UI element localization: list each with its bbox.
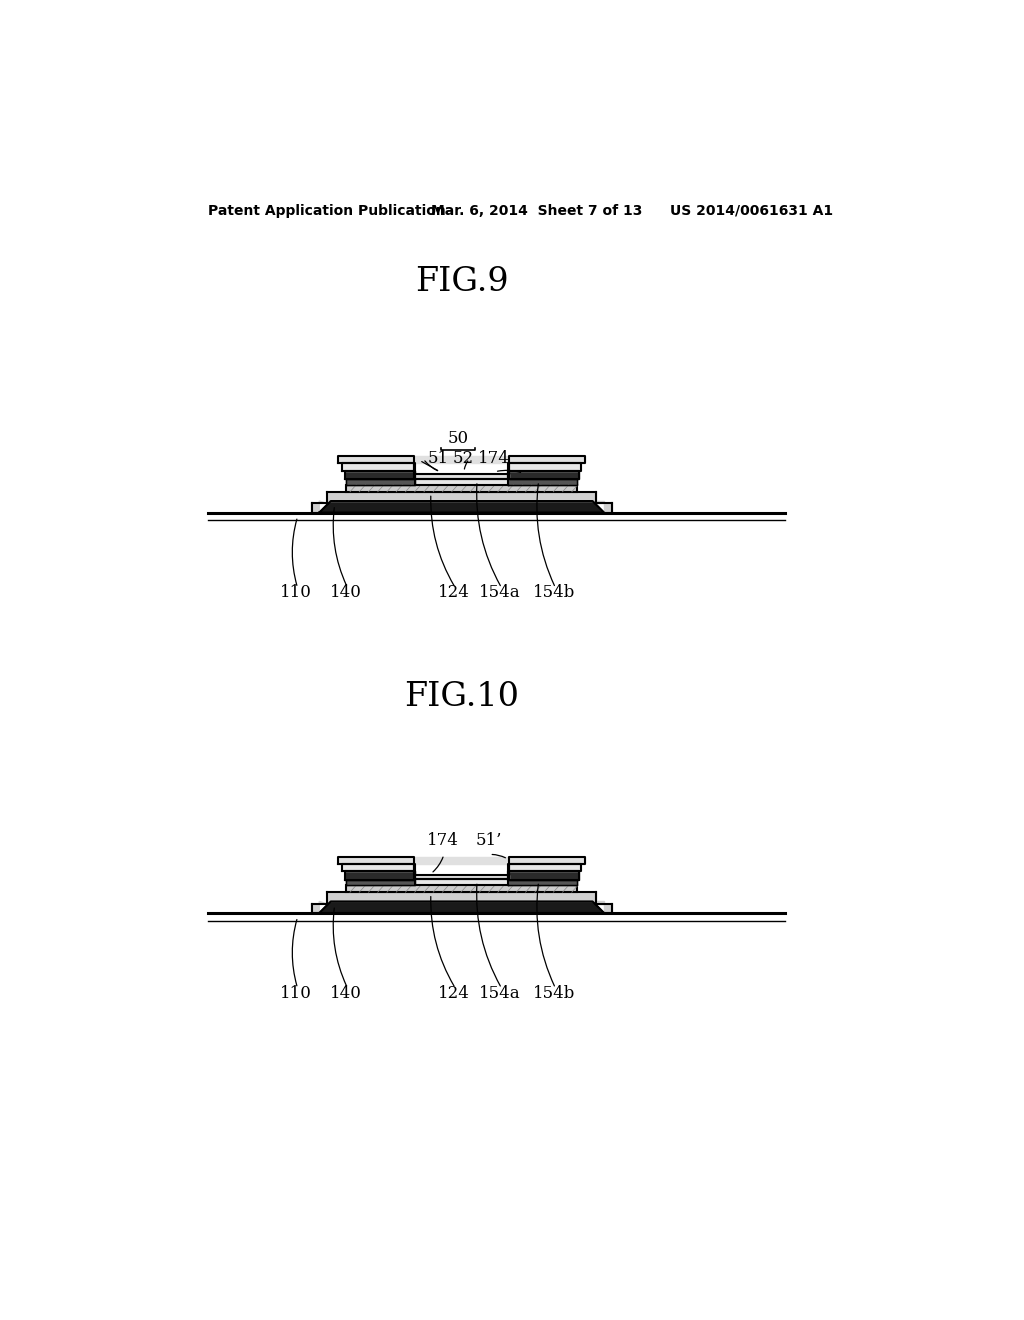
Bar <box>346 484 578 492</box>
Polygon shape <box>508 880 578 886</box>
Polygon shape <box>508 479 578 484</box>
Polygon shape <box>414 875 509 879</box>
Polygon shape <box>342 463 581 484</box>
Text: 50: 50 <box>447 429 468 446</box>
Text: 174: 174 <box>478 450 510 466</box>
Text: 140: 140 <box>330 985 362 1002</box>
Polygon shape <box>596 502 611 512</box>
Polygon shape <box>342 863 581 886</box>
Polygon shape <box>319 902 604 913</box>
Text: 174: 174 <box>426 832 459 849</box>
Text: 124: 124 <box>438 985 470 1002</box>
Polygon shape <box>414 474 509 479</box>
Text: 154b: 154b <box>532 585 575 602</box>
Polygon shape <box>327 892 596 902</box>
Polygon shape <box>508 871 579 880</box>
Polygon shape <box>346 880 416 886</box>
Polygon shape <box>345 471 416 479</box>
Text: 51: 51 <box>428 450 450 466</box>
Polygon shape <box>311 902 327 913</box>
Text: 140: 140 <box>330 585 362 602</box>
Text: 52: 52 <box>453 450 474 466</box>
Text: Patent Application Publication: Patent Application Publication <box>208 203 445 218</box>
Text: 110: 110 <box>281 985 312 1002</box>
Polygon shape <box>508 471 579 479</box>
Text: 124: 124 <box>438 585 470 602</box>
Text: US 2014/0061631 A1: US 2014/0061631 A1 <box>670 203 833 218</box>
Text: 110: 110 <box>281 585 312 602</box>
Polygon shape <box>311 502 327 512</box>
Text: 154b: 154b <box>532 985 575 1002</box>
Polygon shape <box>327 492 596 502</box>
Polygon shape <box>339 857 585 863</box>
Bar <box>346 886 578 892</box>
Text: 154a: 154a <box>479 985 521 1002</box>
Text: Mar. 6, 2014  Sheet 7 of 13: Mar. 6, 2014 Sheet 7 of 13 <box>431 203 642 218</box>
Text: 51’: 51’ <box>475 832 502 849</box>
Polygon shape <box>346 479 416 484</box>
Text: FIG.10: FIG.10 <box>404 681 519 713</box>
Polygon shape <box>339 457 585 463</box>
Polygon shape <box>345 871 416 880</box>
Polygon shape <box>596 902 611 913</box>
Text: FIG.9: FIG.9 <box>415 265 509 297</box>
Polygon shape <box>319 502 604 512</box>
Text: 154a: 154a <box>479 585 521 602</box>
